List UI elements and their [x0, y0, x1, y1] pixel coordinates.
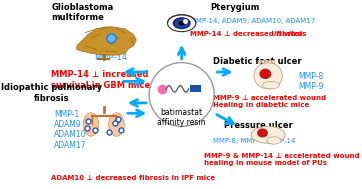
- Ellipse shape: [168, 15, 196, 32]
- Circle shape: [173, 17, 191, 29]
- Circle shape: [175, 19, 189, 28]
- Ellipse shape: [272, 60, 275, 63]
- Ellipse shape: [262, 60, 265, 63]
- Text: MMP-8, MMP-9, MMP-14: MMP-8, MMP-9, MMP-14: [213, 138, 295, 144]
- Ellipse shape: [251, 126, 285, 143]
- Text: MMP-1
ADAM9
ADAM10
ADAM17: MMP-1 ADAM9 ADAM10 ADAM17: [54, 109, 87, 150]
- Text: MMP-14 ⊥ decreased fibrosis: MMP-14 ⊥ decreased fibrosis: [190, 31, 309, 37]
- Ellipse shape: [109, 113, 124, 136]
- Text: Pressure ulcer: Pressure ulcer: [224, 121, 293, 130]
- Text: ADAM10 ⊥ decreased fibrosis in IPF mice: ADAM10 ⊥ decreased fibrosis in IPF mice: [51, 175, 215, 181]
- Text: MMP-14 ⊥ increased
survival in GBM mice: MMP-14 ⊥ increased survival in GBM mice: [51, 70, 151, 90]
- Circle shape: [178, 21, 185, 26]
- Bar: [190, 85, 201, 92]
- Text: MMP-9 ⊥ accelerated wound
Healing in diabetic mice: MMP-9 ⊥ accelerated wound Healing in dia…: [213, 94, 326, 108]
- Text: Diabetic foot ulcer: Diabetic foot ulcer: [213, 57, 302, 66]
- Text: MMP-14, ADAM9, ADAM10, ADAM17: MMP-14, ADAM9, ADAM10, ADAM17: [190, 18, 315, 24]
- Ellipse shape: [254, 63, 282, 89]
- Text: in vitro: in vitro: [274, 31, 302, 37]
- Ellipse shape: [257, 129, 268, 137]
- Ellipse shape: [265, 60, 268, 63]
- Ellipse shape: [267, 137, 281, 144]
- Ellipse shape: [262, 81, 279, 89]
- Polygon shape: [77, 27, 136, 55]
- Ellipse shape: [258, 60, 261, 63]
- Text: Glioblastoma
multiforme: Glioblastoma multiforme: [51, 3, 114, 22]
- Text: Idiopathic pulmonary
fibrosis: Idiopathic pulmonary fibrosis: [1, 83, 102, 103]
- Ellipse shape: [83, 113, 99, 136]
- Text: MMP-8
MMP-9: MMP-8 MMP-9: [298, 72, 323, 91]
- Text: MMP-14: MMP-14: [94, 53, 127, 62]
- Text: Pterygium: Pterygium: [210, 3, 260, 12]
- Ellipse shape: [269, 60, 272, 63]
- Text: batimastat
affinity resin: batimastat affinity resin: [157, 108, 206, 127]
- Text: MMP-9 & MMP-14 ⊥ accelerated wound
healing in mouse model of PUs: MMP-9 & MMP-14 ⊥ accelerated wound heali…: [205, 153, 360, 166]
- Ellipse shape: [259, 69, 271, 79]
